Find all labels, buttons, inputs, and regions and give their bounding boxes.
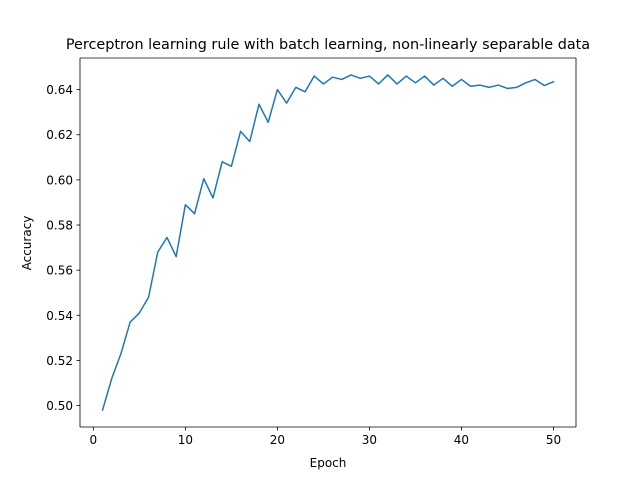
y-axis-title: Accuracy (20, 216, 34, 271)
series-line (101, 74, 555, 411)
y-tick-label: 0.62 (46, 128, 73, 142)
chart-title: Perceptron learning rule with batch lear… (66, 37, 590, 53)
y-tick-label: 0.52 (46, 354, 73, 368)
y-tick-label: 0.50 (46, 399, 73, 413)
y-tick-label: 0.56 (46, 264, 73, 278)
x-axis-title: Epoch (310, 456, 347, 470)
x-tick-label: 10 (178, 433, 193, 447)
x-tick-label: 30 (362, 433, 377, 447)
x-tick-label: 50 (546, 433, 561, 447)
y-tick-label: 0.64 (46, 83, 73, 97)
plot-area: 0 10 20 30 40 50 0.50 0.52 0.54 0.56 0.58 0.60 0.62 0… (46, 57, 577, 447)
y-tick-label: 0.58 (46, 219, 73, 233)
x-tick-label: 0 (90, 433, 98, 447)
x-tick-label: 20 (270, 433, 285, 447)
x-tick-label: 40 (454, 433, 469, 447)
y-tick-label: 0.60 (46, 173, 73, 187)
y-tick-label: 0.54 (46, 309, 73, 323)
